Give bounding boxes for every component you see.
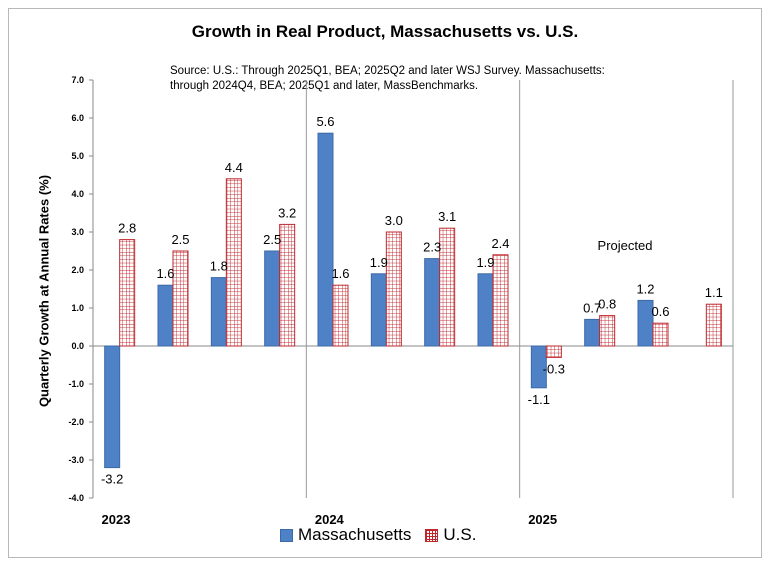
bar-us [225, 178, 242, 347]
x-year-label: 2023 [102, 512, 131, 527]
bar-us [119, 239, 136, 347]
y-tick-label: -3.0 [68, 455, 84, 465]
legend-swatch-massachusetts [280, 528, 293, 542]
y-tick-label: 4.0 [71, 189, 84, 199]
bar-massachusetts [157, 284, 174, 347]
chart-source-note: Source: U.S.: Through 2025Q1, BEA; 2025Q… [170, 65, 605, 77]
data-label-us: 3.1 [438, 209, 456, 224]
data-label-massachusetts: -1.1 [528, 392, 550, 407]
data-label-us: 3.0 [385, 213, 403, 228]
data-label-massachusetts: 1.2 [636, 281, 654, 296]
y-tick-label: 7.0 [71, 75, 84, 85]
data-label-massachusetts: -3.2 [101, 472, 123, 487]
data-label-us: 2.8 [118, 221, 136, 236]
y-tick-label: 6.0 [71, 113, 84, 123]
bar-us [439, 227, 456, 347]
bar-us [385, 231, 402, 347]
bar-massachusetts [210, 277, 227, 347]
data-label-us: -0.3 [543, 361, 565, 376]
bar-us [279, 223, 296, 347]
bar-massachusetts [264, 250, 281, 347]
bar-massachusetts [317, 132, 334, 347]
data-label-us: 0.8 [598, 297, 616, 312]
y-tick-label: 1.0 [71, 303, 84, 313]
data-label-massachusetts: 0.7 [583, 300, 601, 315]
chart-title: Growth in Real Product, Massachusetts vs… [191, 22, 579, 41]
legend: Massachusetts U.S. [280, 525, 490, 545]
bar-massachusetts [584, 318, 601, 347]
data-label-massachusetts: 1.9 [476, 255, 494, 270]
bar-massachusetts [424, 258, 441, 347]
bar-us [652, 322, 669, 347]
data-label-us: 3.2 [278, 205, 296, 220]
legend-label: Massachusetts [298, 525, 412, 544]
bar-us [332, 284, 349, 347]
bar-massachusetts [104, 345, 121, 469]
bar-us [492, 254, 509, 347]
data-label-us: 4.4 [225, 160, 243, 175]
bar-us [172, 250, 189, 347]
data-label-massachusetts: 1.6 [156, 266, 174, 281]
legend-item-us: U.S. [425, 525, 476, 545]
y-tick-label: 0.0 [71, 341, 84, 351]
data-label-massachusetts: 5.6 [316, 114, 334, 129]
data-label-massachusetts: 2.5 [263, 232, 281, 247]
chart-source-note: through 2024Q4, BEA; 2025Q1 and later, M… [170, 80, 479, 92]
data-label-us: 1.6 [331, 266, 349, 281]
data-label-massachusetts: 1.8 [210, 259, 228, 274]
y-tick-label: 2.0 [71, 265, 84, 275]
y-tick-label: -1.0 [68, 379, 84, 389]
bar-massachusetts [370, 273, 387, 347]
y-tick-label: 3.0 [71, 227, 84, 237]
data-label-massachusetts: 1.9 [370, 255, 388, 270]
bar-massachusetts [530, 345, 547, 389]
legend-item-massachusetts: Massachusetts [280, 525, 411, 545]
bar-us [545, 345, 562, 358]
bar-us [599, 315, 616, 347]
data-label-us: 2.5 [171, 232, 189, 247]
y-tick-label: -4.0 [68, 493, 84, 503]
data-label-us: 0.6 [651, 304, 669, 319]
bar-us [705, 303, 722, 347]
y-tick-label: -2.0 [68, 417, 84, 427]
x-year-label: 2025 [528, 512, 557, 527]
data-label-us: 1.1 [705, 285, 723, 300]
legend-label: U.S. [443, 525, 477, 544]
projected-annotation: Projected [598, 238, 653, 253]
data-label-massachusetts: 2.3 [423, 240, 441, 255]
bar-massachusetts [477, 273, 494, 347]
legend-swatch-us [425, 528, 439, 542]
data-label-us: 2.4 [491, 236, 509, 251]
x-year-label: 2024 [315, 512, 345, 527]
y-tick-label: 5.0 [71, 151, 84, 161]
